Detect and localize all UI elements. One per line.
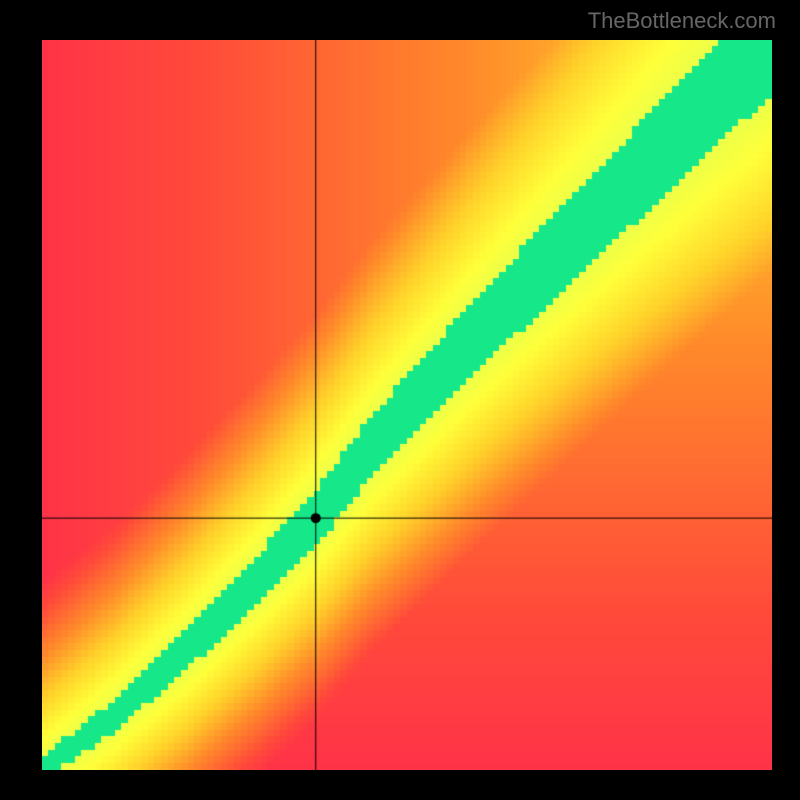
watermark-text: TheBottleneck.com [588,8,776,34]
chart-container: TheBottleneck.com [0,0,800,800]
bottleneck-heatmap [42,40,772,770]
